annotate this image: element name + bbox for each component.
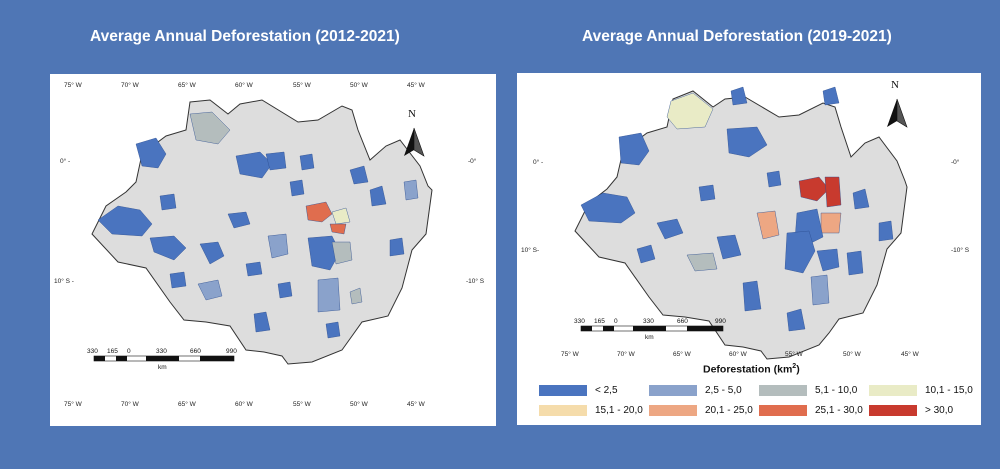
lon-label-bottom: 50° W — [350, 401, 368, 408]
lat-label-10-left: 10° S- — [521, 247, 540, 254]
legend-item: < 2,5 — [539, 385, 618, 396]
legend-item: 10,1 - 15,0 — [869, 385, 973, 396]
scale-unit-label: km — [158, 364, 167, 371]
lat-label-10-right: -10° S — [951, 247, 970, 254]
lon-label-mid: 55° W — [785, 351, 803, 358]
left-amazon-map — [91, 99, 433, 365]
north-arrow-icon — [887, 98, 908, 128]
lon-label-mid: 70° W — [617, 351, 635, 358]
legend-item-label: 25,1 - 30,0 — [815, 405, 863, 416]
scale-bar — [93, 355, 235, 362]
scale-bar — [580, 325, 724, 332]
north-label: N — [408, 108, 416, 120]
legend-swatch — [759, 385, 807, 396]
north-label: N — [891, 79, 899, 91]
lon-label-mid: 65° W — [673, 351, 691, 358]
legend-item: 5,1 - 10,0 — [759, 385, 857, 396]
legend-item-label: 15,1 - 20,0 — [595, 405, 643, 416]
lon-label-bottom: 70° W — [121, 401, 139, 408]
scale-tick-label: 660 — [677, 318, 688, 325]
right-map-title: Average Annual Deforestation (2019-2021) — [582, 28, 892, 45]
legend-item-label: 2,5 - 5,0 — [705, 385, 742, 396]
lon-label-mid: 75° W — [561, 351, 579, 358]
legend-item-label: 5,1 - 10,0 — [815, 385, 858, 396]
legend-item: 2,5 - 5,0 — [649, 385, 742, 396]
deforestation-patches — [97, 111, 419, 339]
scale-tick-label: 330 — [574, 318, 585, 325]
legend-swatch — [649, 385, 697, 396]
north-arrow-icon — [404, 127, 425, 157]
legend-swatch — [539, 385, 587, 396]
scale-tick-label: 165 — [594, 318, 605, 325]
lon-label-bottom: 65° W — [178, 401, 196, 408]
scale-tick-label: 990 — [226, 348, 237, 355]
legend-title: Deforestation (km2) — [703, 363, 800, 376]
scale-tick-label: 0 — [127, 348, 131, 355]
right-amazon-map — [574, 86, 908, 360]
legend-swatch — [649, 405, 697, 416]
legend-unit-close: ) — [796, 363, 800, 376]
lon-label-bottom: 45° W — [407, 401, 425, 408]
lon-label-mid: 50° W — [843, 351, 861, 358]
legend-swatch — [759, 405, 807, 416]
lat-label-0-right: -0° — [951, 159, 960, 166]
left-map-title: Average Annual Deforestation (2012-2021) — [90, 28, 400, 45]
legend-item: 15,1 - 20,0 — [539, 405, 643, 416]
lon-label-top: 75° W — [64, 82, 82, 89]
legend-item-label: 10,1 - 15,0 — [925, 385, 973, 396]
legend-swatch — [539, 405, 587, 416]
legend-item-label: > 30,0 — [925, 405, 954, 416]
deforestation-patches — [580, 86, 894, 332]
lon-label-bottom: 55° W — [293, 401, 311, 408]
lon-label-top: 60° W — [235, 82, 253, 89]
lat-label-10-right: -10° S — [466, 278, 485, 285]
scale-unit-label: km — [645, 334, 654, 341]
legend-swatch — [869, 385, 917, 396]
legend-item-label: 20,1 - 25,0 — [705, 405, 753, 416]
scale-tick-label: 330 — [643, 318, 654, 325]
scale-tick-label: 330 — [87, 348, 98, 355]
lat-label-0-left: 0° - — [60, 158, 71, 165]
amazon-region-outline — [91, 99, 433, 365]
lat-label-10-left: 10° S - — [54, 278, 74, 285]
legend-item-label: < 2,5 — [595, 385, 618, 396]
legend-item: 20,1 - 25,0 — [649, 405, 753, 416]
lon-label-top: 50° W — [350, 82, 368, 89]
legend-unit-base: (km — [773, 363, 793, 376]
left-map-panel: N 75° W 70° W 65° W 60° W 55° W 50° W 45… — [50, 74, 496, 426]
lon-label-mid: 45° W — [901, 351, 919, 358]
lon-label-top: 55° W — [293, 82, 311, 89]
lat-label-0-right: -0° — [468, 158, 477, 165]
scale-tick-label: 165 — [107, 348, 118, 355]
lon-label-top: 65° W — [178, 82, 196, 89]
lon-label-top: 70° W — [121, 82, 139, 89]
legend-unit-exp: 2 — [792, 363, 797, 370]
legend-title-text: Deforestation — [703, 363, 771, 376]
scale-tick-label: 330 — [156, 348, 167, 355]
legend-swatch — [869, 405, 917, 416]
legend-item: > 30,0 — [869, 405, 953, 416]
lon-label-mid: 60° W — [729, 351, 747, 358]
lon-label-bottom: 60° W — [235, 401, 253, 408]
scale-tick-label: 0 — [614, 318, 618, 325]
scale-tick-label: 660 — [190, 348, 201, 355]
lon-label-top: 45° W — [407, 82, 425, 89]
right-map-panel: N 75° W 70° W 65° W 60° W 55° W 50° W 45… — [517, 73, 981, 425]
lon-label-bottom: 75° W — [64, 401, 82, 408]
lat-label-0-left: 0° - — [533, 159, 544, 166]
legend-item: 25,1 - 30,0 — [759, 405, 863, 416]
scale-tick-label: 990 — [715, 318, 726, 325]
